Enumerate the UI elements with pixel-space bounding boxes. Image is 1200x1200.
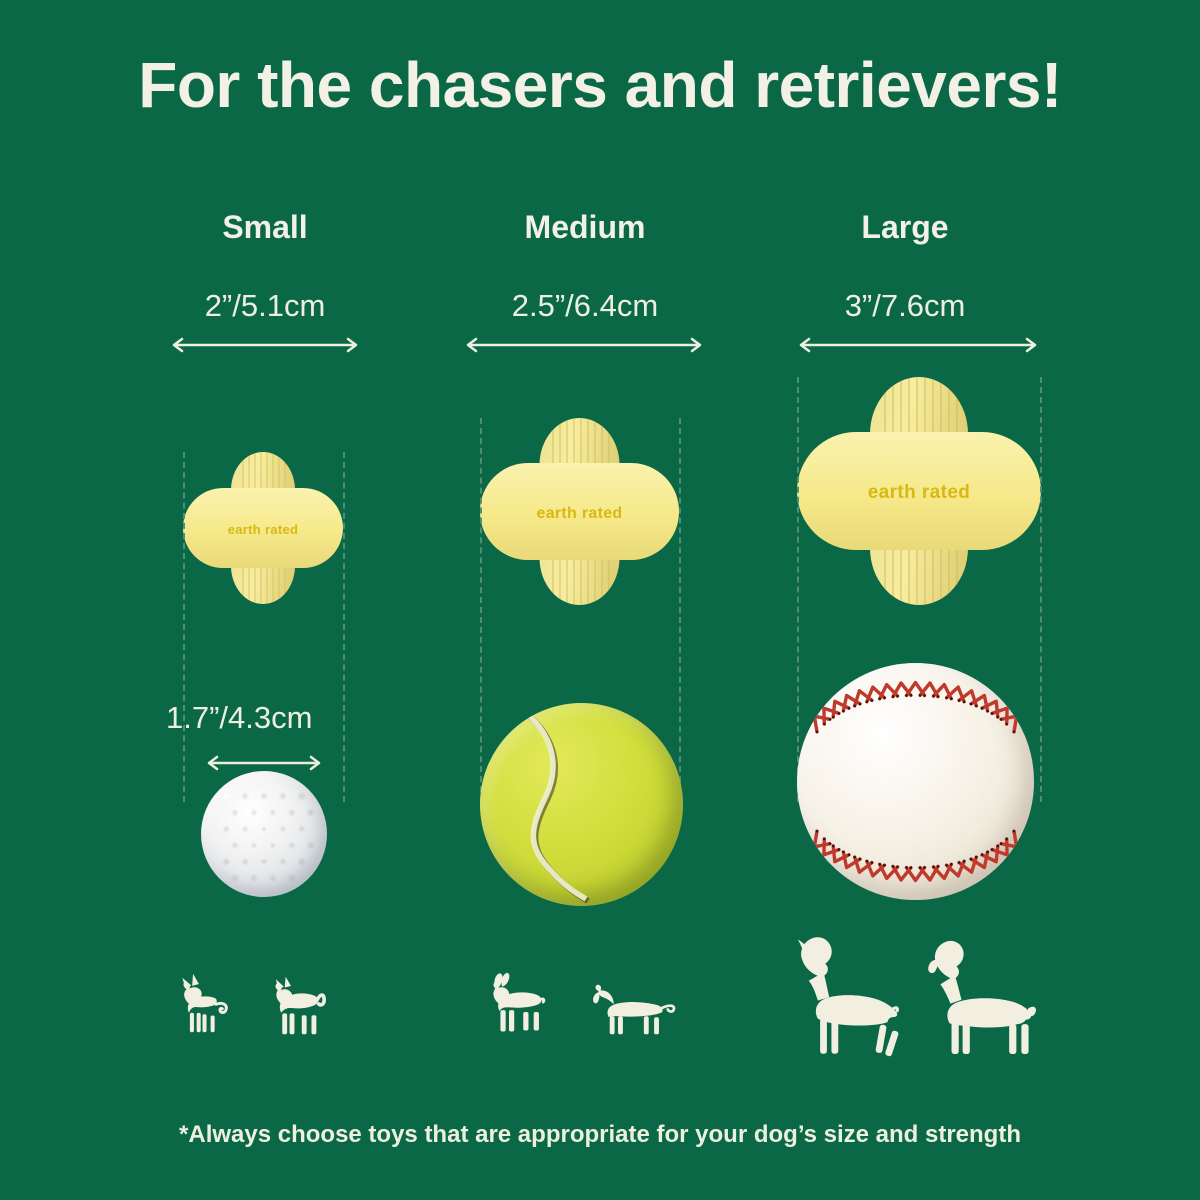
- svg-text:earth rated: earth rated: [228, 522, 299, 537]
- svg-text:earth rated: earth rated: [537, 505, 623, 522]
- svg-text:earth rated: earth rated: [868, 482, 971, 503]
